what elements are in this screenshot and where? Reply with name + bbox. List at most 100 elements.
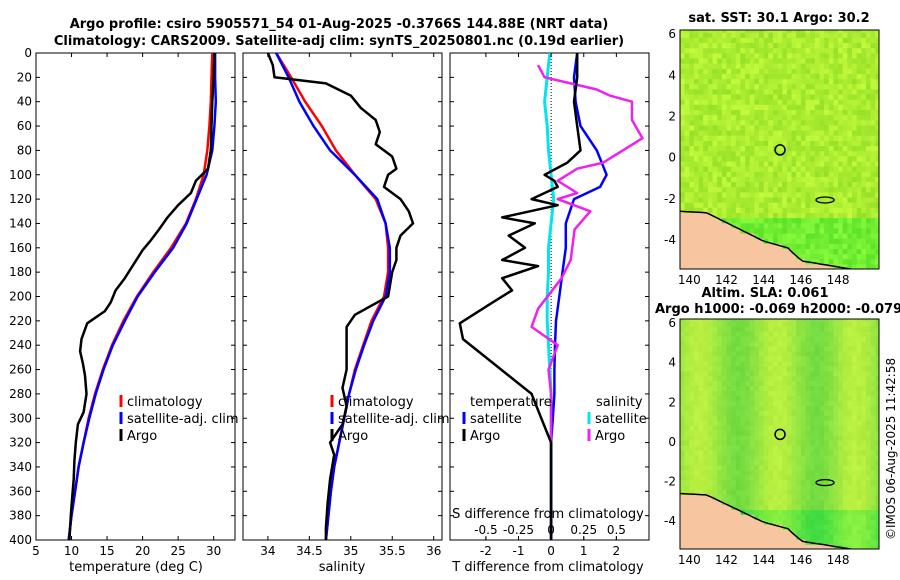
map-grid-cell bbox=[717, 171, 723, 177]
map-grid-cell bbox=[791, 370, 797, 377]
map-grid-cell bbox=[735, 319, 741, 322]
map-grid-cell bbox=[763, 370, 769, 377]
map-grid-cell bbox=[684, 232, 690, 239]
map-grid-cell bbox=[703, 114, 709, 121]
map-grid-cell bbox=[768, 355, 774, 362]
map-grid-cell bbox=[847, 539, 853, 545]
map-grid-cell bbox=[782, 375, 788, 382]
map-grid-cell bbox=[777, 212, 783, 219]
map-grid-cell bbox=[866, 464, 872, 471]
map-grid-cell bbox=[759, 365, 765, 372]
map-grid-cell bbox=[866, 196, 872, 203]
map-grid-cell bbox=[842, 196, 848, 203]
map-grid-cell bbox=[833, 238, 839, 244]
map-grid-cell bbox=[824, 544, 830, 549]
map-grid-cell bbox=[856, 232, 862, 239]
map-grid-cell bbox=[698, 212, 704, 219]
map-grid-cell bbox=[791, 52, 797, 59]
map-grid-cell bbox=[763, 469, 769, 476]
map-grid-cell bbox=[838, 350, 844, 357]
map-grid-cell bbox=[759, 494, 765, 501]
map-grid-cell bbox=[689, 186, 695, 193]
map-grid-cell bbox=[796, 186, 802, 193]
map-grid-cell bbox=[814, 30, 820, 33]
map-grid-cell bbox=[726, 248, 732, 255]
map-grid-cell bbox=[847, 360, 853, 367]
map-grid-cell bbox=[791, 494, 797, 501]
map-grid-cell bbox=[684, 360, 690, 367]
map-grid-cell bbox=[852, 474, 858, 481]
map-grid-cell bbox=[717, 109, 723, 116]
map-grid-cell bbox=[842, 88, 848, 95]
map-grid-cell bbox=[693, 499, 700, 505]
map-grid-cell bbox=[777, 380, 783, 387]
map-grid-cell bbox=[698, 57, 704, 64]
map-grid-cell bbox=[689, 78, 695, 85]
map-grid-cell bbox=[684, 355, 690, 362]
map-grid-cell bbox=[786, 155, 793, 162]
map-grid-cell bbox=[768, 263, 774, 269]
map-grid-cell bbox=[875, 73, 879, 80]
map-grid-cell bbox=[828, 459, 834, 466]
map-grid-cell bbox=[847, 99, 853, 105]
map-grid-cell bbox=[819, 444, 825, 451]
map-grid-cell bbox=[707, 176, 714, 183]
map-grid-cell bbox=[763, 474, 769, 481]
map-grid-cell bbox=[842, 405, 848, 411]
map-grid-cell bbox=[800, 534, 807, 540]
map-grid-cell bbox=[796, 519, 802, 525]
map-grid-cell bbox=[754, 217, 760, 224]
map-grid-cell bbox=[684, 42, 690, 49]
map-grid-cell bbox=[703, 119, 709, 126]
map-grid-cell bbox=[800, 176, 807, 183]
map-grid-cell bbox=[875, 514, 879, 520]
map-grid-cell bbox=[786, 83, 793, 90]
map-grid-cell bbox=[870, 99, 876, 105]
map-grid-cell bbox=[786, 78, 793, 85]
map-grid-cell bbox=[703, 207, 709, 213]
map-grid-cell bbox=[707, 73, 714, 80]
map-grid-cell bbox=[833, 124, 839, 131]
map-grid-cell bbox=[805, 57, 811, 64]
map-grid-cell bbox=[814, 479, 820, 486]
map-grid-cell bbox=[703, 330, 709, 337]
map-grid-cell bbox=[684, 52, 690, 59]
map-grid-cell bbox=[782, 196, 788, 203]
map-grid-cell bbox=[684, 405, 690, 411]
legend-argo-label: Argo bbox=[338, 429, 368, 444]
map-grid-cell bbox=[768, 253, 774, 260]
map-grid-cell bbox=[707, 114, 714, 121]
map-grid-cell bbox=[861, 238, 867, 244]
map-grid-cell bbox=[726, 42, 732, 49]
map-grid-cell bbox=[791, 474, 797, 481]
map-grid-cell bbox=[717, 494, 723, 501]
map-grid-cell bbox=[842, 222, 848, 229]
map-grid-cell bbox=[786, 135, 793, 141]
map-grid-cell bbox=[726, 196, 732, 203]
map-grid-cell bbox=[810, 395, 816, 401]
map-grid-cell bbox=[786, 109, 793, 116]
map-grid-cell bbox=[698, 519, 704, 525]
map-grid-cell bbox=[759, 499, 765, 505]
map-grid-cell bbox=[759, 119, 765, 126]
map-grid-cell bbox=[731, 454, 737, 461]
map-grid-cell bbox=[768, 73, 774, 80]
map-grid-cell bbox=[740, 430, 746, 436]
map-grid-cell bbox=[749, 63, 755, 69]
map-grid-cell bbox=[749, 330, 755, 337]
map-grid-cell bbox=[768, 335, 774, 342]
map-grid-cell bbox=[791, 83, 797, 90]
map-grid-cell bbox=[833, 150, 839, 157]
map-grid-cell bbox=[856, 449, 862, 456]
map-grid-cell bbox=[721, 514, 727, 520]
map-grid-cell bbox=[856, 166, 862, 172]
map-grid-cell bbox=[833, 325, 839, 332]
map-grid-cell bbox=[749, 499, 755, 505]
map-grid-cell bbox=[824, 186, 830, 193]
map-grid-cell bbox=[680, 140, 686, 146]
map-grid-cell bbox=[693, 166, 700, 172]
map-grid-cell bbox=[773, 186, 779, 193]
map-grid-cell bbox=[824, 83, 830, 90]
map-grid-cell bbox=[847, 30, 853, 33]
map-grid-cell bbox=[824, 124, 830, 131]
